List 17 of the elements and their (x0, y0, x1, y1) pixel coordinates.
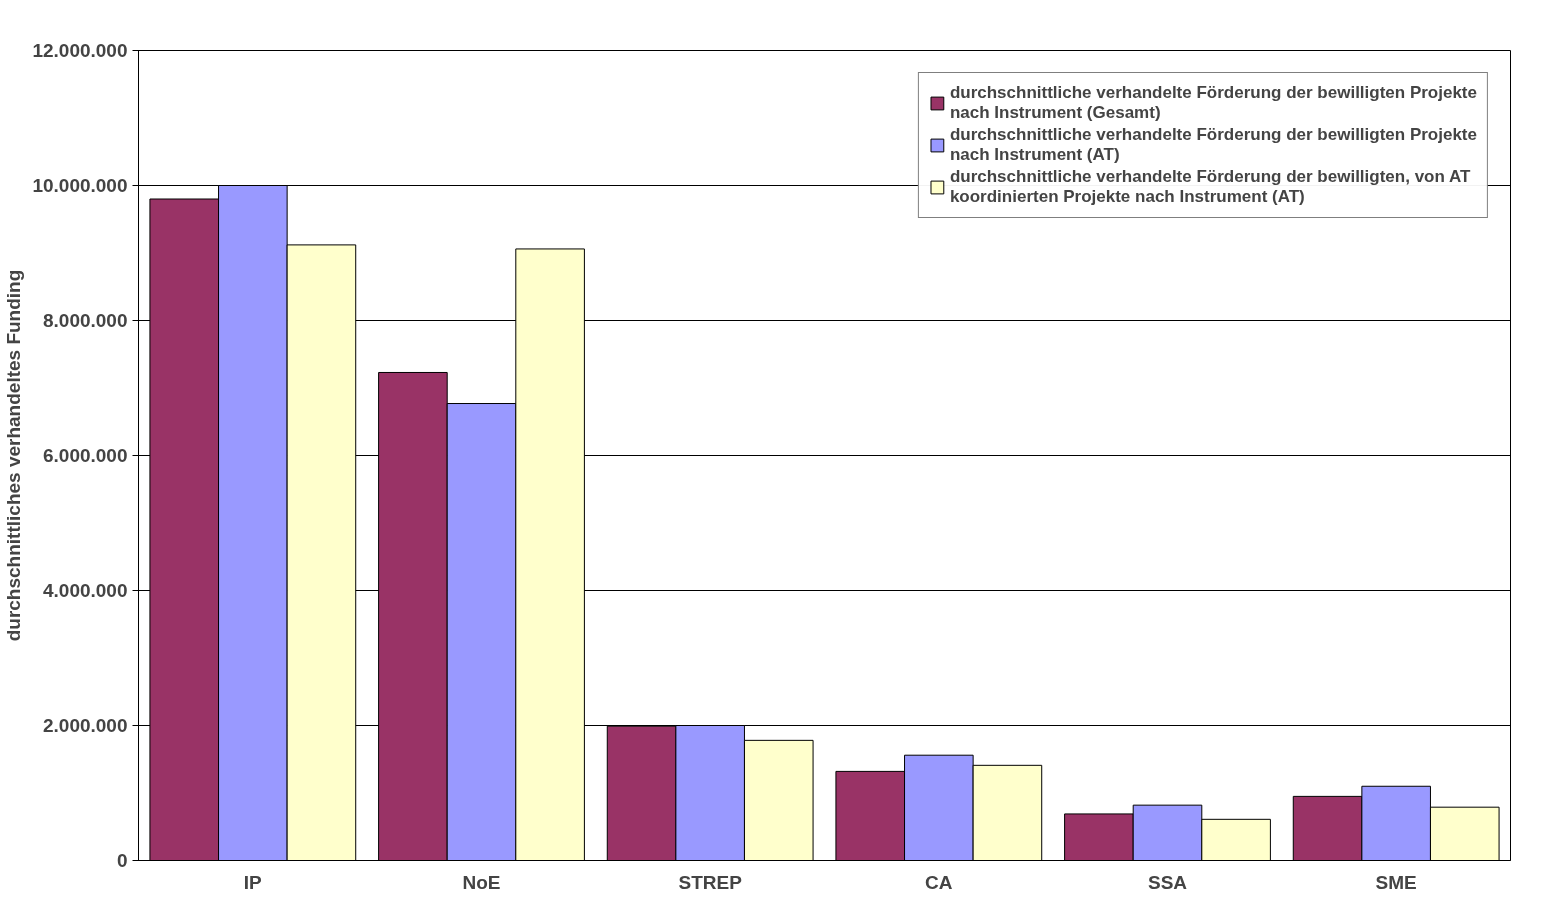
y-tick-label: 4.000.000 (42, 580, 128, 601)
y-tick-label: 12.000.000 (32, 40, 128, 61)
y-tick-label: 2.000.000 (42, 715, 128, 736)
y-axis-title: durchschnittliches verhandeltes Funding (3, 269, 25, 642)
x-tick-label: NoE (462, 871, 501, 893)
legend-label: durchschnittliche verhandelte Förderung der bewilligten, von AT koordinierten Projekte nach Instrument (AT) (949, 167, 1471, 207)
y-tick-label: 0 (116, 850, 128, 871)
y-tick-label: 6.000.000 (42, 445, 128, 466)
x-tick-label: IP (243, 871, 263, 893)
x-tick-label: STREP (678, 871, 743, 893)
legend-label: durchschnittliche verhandelte Förderung der bewilligten Projekte nach Instrument (AT) (949, 125, 1477, 165)
x-tick-label: SSA (1147, 871, 1188, 893)
y-tick-label: 10.000.000 (32, 175, 128, 196)
y-tick-label: 8.000.000 (42, 310, 128, 331)
x-tick-label: SME (1375, 871, 1417, 893)
legend-label: durchschnittliche verhandelte Förderung der bewilligten Projekte nach Instrument (Gesamt) (949, 83, 1477, 123)
x-tick-label: CA (925, 871, 953, 893)
